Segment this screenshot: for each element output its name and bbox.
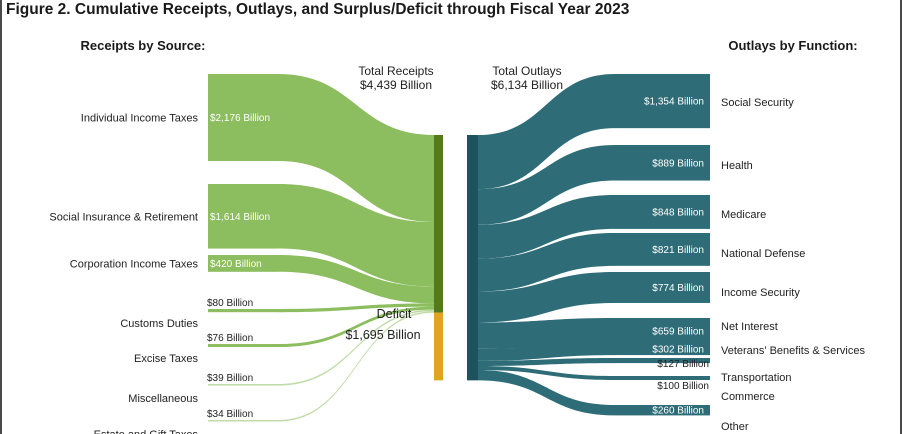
receipt-label-customs-duties: Customs Duties	[120, 318, 198, 330]
deficit-value: $1,695 Billion	[345, 328, 420, 342]
outlay-label-social-security: Social Security	[721, 97, 794, 109]
deficit-label: Deficit	[377, 307, 412, 321]
outlay-flow-national-defense	[478, 233, 615, 292]
receipt-flow-individual-income-taxes	[278, 74, 434, 223]
total-receipts-bar	[434, 135, 443, 313]
outlay-value-commerce: $100 Billion	[657, 381, 709, 392]
outlay-flow-transportation	[478, 358, 615, 366]
total-outlays-bar	[467, 135, 478, 381]
receipt-flow-corporation-income-taxes	[278, 255, 434, 304]
outlay-value-social-security: $1,354 Billion	[644, 97, 704, 108]
outlay-flow-veterans-benefits-services	[478, 343, 615, 361]
outlays-header: Outlays by Function:	[728, 38, 857, 53]
receipt-node-social-insurance-retirement	[208, 184, 278, 249]
receipt-label-corporation-income-taxes: Corporation Income Taxes	[70, 258, 199, 270]
receipt-label-social-insurance-retirement: Social Insurance & Retirement	[49, 211, 198, 223]
outlay-flow-commerce	[478, 365, 615, 380]
outlay-label-health: Health	[721, 160, 753, 172]
outlay-label-commerce: Commerce	[721, 391, 775, 403]
outlay-value-health: $889 Billion	[652, 158, 704, 169]
receipt-label-individual-income-taxes: Individual Income Taxes	[81, 113, 199, 125]
receipt-label-excise-taxes: Excise Taxes	[134, 353, 198, 365]
outlay-node-health	[615, 145, 710, 181]
receipt-label-estate-and-gift-taxes: Estate and Gift Taxes	[94, 429, 199, 434]
receipt-value-individual-income-taxes: $2,176 Billion	[210, 113, 270, 124]
receipt-flow-estate-and-gift-taxes	[278, 311, 434, 422]
receipt-node-individual-income-taxes	[208, 74, 278, 162]
receipt-value-excise-taxes: $76 Billion	[207, 333, 253, 344]
outlay-node-transportation	[615, 358, 710, 364]
outlay-flow-medicare	[478, 195, 615, 259]
outlay-label-medicare: Medicare	[721, 209, 766, 221]
receipt-flow-excise-taxes	[278, 306, 434, 348]
receipt-node-excise-taxes	[208, 344, 278, 348]
receipt-value-social-insurance-retirement: $1,614 Billion	[210, 212, 270, 223]
receipt-value-miscellaneous: $39 Billion	[207, 373, 253, 384]
receipt-node-estate-and-gift-taxes	[208, 420, 278, 422]
outlay-value-net-interest: $659 Billion	[652, 327, 704, 338]
total-receipts-label: Total Receipts	[358, 64, 433, 78]
outlay-node-commerce	[615, 376, 710, 380]
receipt-flow-miscellaneous	[278, 309, 434, 386]
outlay-value-other: $260 Billion	[652, 406, 704, 417]
receipt-label-miscellaneous: Miscellaneous	[128, 393, 198, 405]
receipt-flow-customs-duties	[278, 303, 434, 313]
outlay-label-transportation: Transportation	[721, 372, 792, 384]
deficit-bar	[434, 312, 443, 381]
outlay-label-national-defense: National Defense	[721, 248, 805, 260]
receipts-header: Receipts by Source:	[81, 38, 206, 53]
outlay-value-income-security: $774 Billion	[652, 283, 704, 294]
outlay-node-income-security	[615, 272, 710, 303]
receipt-flow-social-insurance-retirement	[278, 184, 434, 287]
receipt-value-customs-duties: $80 Billion	[207, 298, 253, 309]
outlay-label-veterans-benefits-services: Veterans' Benefits & Services	[721, 345, 865, 357]
outlay-value-veterans-benefits-services: $302 Billion	[652, 345, 704, 356]
outlay-node-social-security	[615, 74, 710, 129]
outlay-flow-health	[478, 145, 615, 225]
total-outlays-value: $6,134 Billion	[491, 78, 563, 92]
outlay-flow-income-security	[478, 272, 615, 323]
outlay-label-income-security: Income Security	[721, 287, 800, 299]
receipt-node-customs-duties	[208, 309, 278, 313]
outlay-label-net-interest: Net Interest	[721, 321, 778, 333]
outlay-node-national-defense	[615, 233, 710, 266]
outlay-node-veterans-benefits-services	[615, 343, 710, 356]
outlay-value-medicare: $848 Billion	[652, 207, 704, 218]
outlay-flow-other	[478, 369, 615, 416]
outlay-node-other	[615, 405, 710, 416]
outlay-node-net-interest	[615, 318, 710, 345]
figure-title: Figure 2. Cumulative Receipts, Outlays, …	[6, 1, 630, 18]
total-receipts-value: $4,439 Billion	[360, 78, 432, 92]
receipt-node-miscellaneous	[208, 384, 278, 386]
total-outlays-label: Total Outlays	[492, 64, 561, 78]
outlay-value-national-defense: $821 Billion	[652, 245, 704, 256]
receipt-value-estate-and-gift-taxes: $34 Billion	[207, 409, 253, 420]
outlay-label-other: Other	[721, 421, 749, 433]
outlay-flow-social-security	[478, 74, 615, 190]
receipt-node-corporation-income-taxes	[208, 255, 278, 272]
receipt-value-corporation-income-taxes: $420 Billion	[210, 259, 262, 270]
outlay-flow-net-interest	[478, 318, 615, 349]
outlay-value-transportation: $127 Billion	[657, 359, 709, 370]
outlay-node-medicare	[615, 195, 710, 229]
